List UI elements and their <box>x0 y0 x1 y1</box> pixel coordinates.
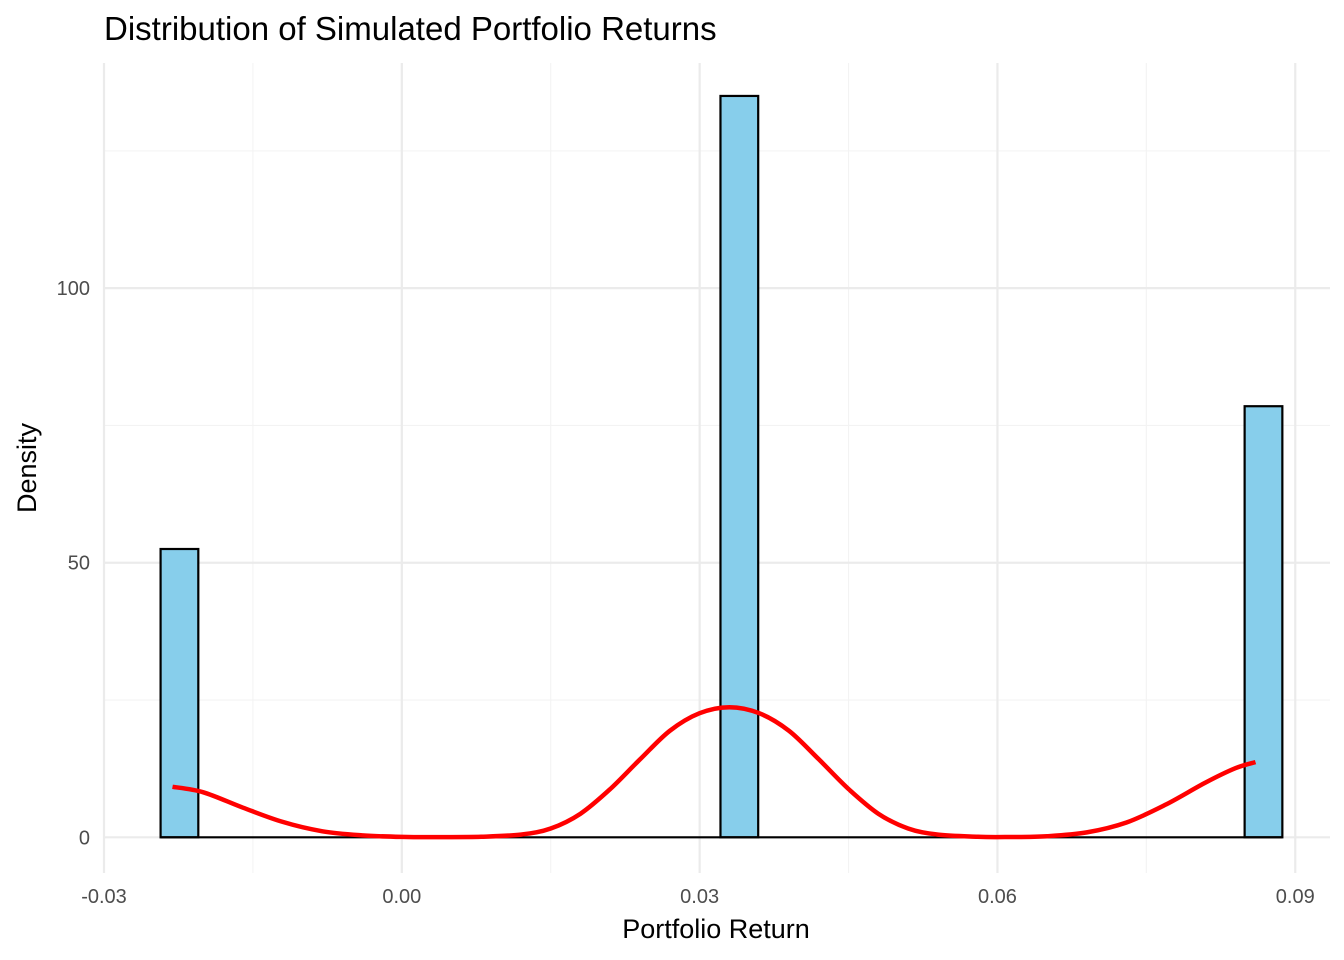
histogram-bars <box>159 94 1284 839</box>
y-axis-label: Density <box>12 422 42 513</box>
x-tick-label: 0.00 <box>382 886 421 908</box>
chart-title: Distribution of Simulated Portfolio Retu… <box>104 10 717 47</box>
x-tick-label: 0.03 <box>680 886 719 908</box>
x-tick-label: 0.09 <box>1276 886 1315 908</box>
grid-lines <box>102 63 1330 873</box>
y-tick-label: 100 <box>57 278 90 300</box>
x-axis-label: Portfolio Return <box>622 914 810 944</box>
density-curve <box>172 704 1257 840</box>
x-tick-label: -0.03 <box>81 886 127 908</box>
histogram-bar <box>719 94 760 839</box>
y-tick-label: 0 <box>79 827 90 849</box>
x-tick-label: 0.06 <box>978 886 1017 908</box>
y-axis-ticks: 0 50 100 <box>57 278 90 849</box>
histogram-bar <box>159 547 200 839</box>
histogram-bar <box>1243 405 1284 839</box>
y-tick-label: 50 <box>68 553 90 575</box>
x-axis-ticks: -0.03 0.00 0.03 0.06 0.09 <box>81 886 1315 908</box>
